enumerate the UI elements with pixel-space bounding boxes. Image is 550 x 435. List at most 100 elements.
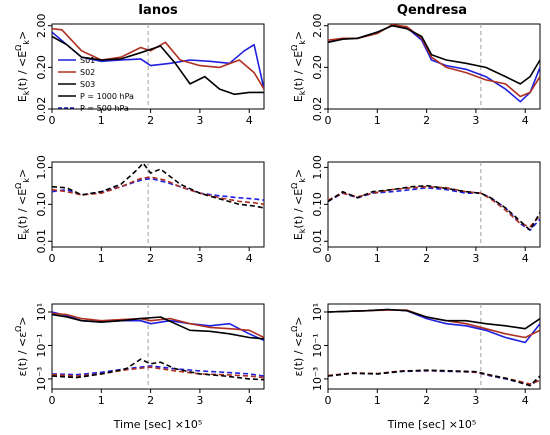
y-axis-label: Ek(t) / <EΩk> [14, 31, 31, 102]
x-axis-label-right: Time [sec] ×10⁵ [387, 418, 477, 431]
y-tick-label: 2.00 [35, 13, 48, 38]
series-line-s01-1000hpa [52, 311, 264, 342]
column-title-ianos: Ianos [138, 3, 178, 18]
y-tick-label: 10¹ [311, 303, 324, 321]
x-tick-label: 0 [325, 394, 332, 407]
plot-frame [327, 161, 541, 248]
plot-frame [51, 161, 265, 248]
x-axis-label-left: Time [sec] ×10⁵ [113, 418, 203, 431]
y-tick-label: 0.20 [311, 55, 324, 80]
plot-frame [51, 303, 265, 390]
series-group [52, 162, 264, 209]
x-tick-label: 2 [147, 114, 154, 127]
x-tick-label: 4 [246, 252, 253, 265]
series-line-s02-1000hpa [52, 312, 264, 339]
y-tick-label: 0.10 [35, 192, 48, 217]
series-group [52, 311, 264, 381]
y-axis-label: ε(t) / <εΩ> [290, 316, 305, 376]
x-tick-label: 3 [196, 394, 203, 407]
x-tick-label: 4 [246, 114, 253, 127]
x-tick-label: 1 [98, 252, 105, 265]
x-tick-label: 0 [325, 252, 332, 265]
y-tick-label: 0.01 [311, 229, 324, 254]
series-line-s03-500hpa [52, 162, 264, 209]
y-axis-label: Ek(t) / <EΩk> [290, 169, 307, 240]
y-tick-label: 10⁻¹ [35, 333, 48, 357]
y-axis-label: Ek(t) / <EΩk> [290, 31, 307, 102]
y-axis-label: Ek(t) / <EΩk> [14, 169, 31, 240]
series-line-s03-500hpa [328, 184, 540, 231]
y-tick-label: 2.00 [311, 13, 324, 38]
x-tick-label: 2 [423, 114, 430, 127]
series-line-s03-1000hpa [52, 313, 264, 340]
y-tick-label: 0.01 [35, 229, 48, 254]
y-axis-label: ε(t) / <εΩ> [14, 316, 29, 376]
series-line-s01-500hpa [52, 177, 264, 201]
panel-3: 0 1 2 3 4 0.01 0.10 1.00 Ek(t) / <EΩk> [14, 155, 265, 265]
x-tick-label: 1 [98, 394, 105, 407]
x-tick-label: 3 [196, 252, 203, 265]
x-tick-label: 2 [423, 394, 430, 407]
series-line-s01-500hpa [328, 370, 540, 387]
legend-label: P = 500 hPa [80, 104, 129, 113]
legend: S01 S02 S03 P = 1000 hPa P = 500 hPa [58, 56, 134, 113]
series-line-s02-500hpa [52, 366, 264, 379]
y-tick-label: 1.00 [311, 155, 324, 180]
x-tick-label: 2 [147, 394, 154, 407]
x-tick-label: 4 [522, 394, 529, 407]
x-tick-label: 1 [374, 252, 381, 265]
x-tick-label: 1 [374, 114, 381, 127]
x-tick-label: 4 [522, 252, 529, 265]
series-line-s02-1000hpa [328, 309, 540, 339]
x-tick-label: 0 [325, 114, 332, 127]
series-line-s03-500hpa [328, 369, 540, 387]
x-tick-label: 0 [49, 252, 56, 265]
x-tick-label: 3 [472, 252, 479, 265]
series-line-s03-1000hpa [328, 308, 540, 330]
plot-frame [327, 23, 541, 110]
y-tick-label: 10¹ [35, 303, 48, 321]
series-group [328, 308, 540, 387]
legend-label: S01 [80, 56, 95, 65]
series-group [52, 27, 264, 96]
plot-frame [327, 303, 541, 390]
x-tick-label: 1 [374, 394, 381, 407]
panel-1: 0 1 2 3 4 0.02 0.20 2.00 Ek(t) / <EΩk> [14, 13, 265, 127]
x-tick-label: 1 [98, 114, 105, 127]
series-line-s01-500hpa [52, 365, 264, 377]
y-tick-label: 0.20 [35, 55, 48, 80]
series-group [328, 24, 540, 103]
plot-frame [51, 23, 265, 110]
x-tick-label: 2 [423, 252, 430, 265]
panel-5: 0 1 2 3 4 10⁻³ 10⁻¹ 10¹ ε(t) / <εΩ> [14, 303, 265, 407]
y-tick-label: 10⁻³ [311, 367, 324, 391]
x-tick-label: 4 [522, 114, 529, 127]
legend-label: S02 [80, 68, 95, 77]
series-line-s02-500hpa [52, 176, 264, 206]
x-tick-label: 3 [196, 114, 203, 127]
column-title-qendresa: Qendresa [397, 3, 467, 18]
panel-4: 0 1 2 3 4 0.01 0.10 1.00 Ek(t) / <EΩk> [290, 155, 541, 265]
series-line-s02-500hpa [328, 369, 540, 385]
series-line-s01-500hpa [328, 187, 540, 231]
y-tick-label: 0.02 [311, 97, 324, 122]
legend-label: S03 [80, 80, 95, 89]
y-tick-label: 10⁻³ [35, 367, 48, 391]
series-group [328, 184, 540, 231]
series-line-s03-1000hpa [52, 35, 264, 96]
y-tick-label: 0.10 [311, 192, 324, 217]
series-line-s03-500hpa [52, 358, 264, 381]
y-tick-label: 0.02 [35, 97, 48, 122]
x-tick-label: 4 [246, 394, 253, 407]
x-tick-label: 2 [147, 252, 154, 265]
x-tick-label: 3 [472, 114, 479, 127]
y-tick-label: 10⁻¹ [311, 333, 324, 357]
panel-6: 0 1 2 3 4 10⁻³ 10⁻¹ 10¹ ε(t) / <εΩ> [290, 303, 541, 407]
x-tick-label: 3 [472, 394, 479, 407]
y-tick-label: 1.00 [35, 155, 48, 180]
x-tick-label: 0 [49, 394, 56, 407]
x-tick-label: 0 [49, 114, 56, 127]
series-line-s02-500hpa [328, 185, 540, 228]
